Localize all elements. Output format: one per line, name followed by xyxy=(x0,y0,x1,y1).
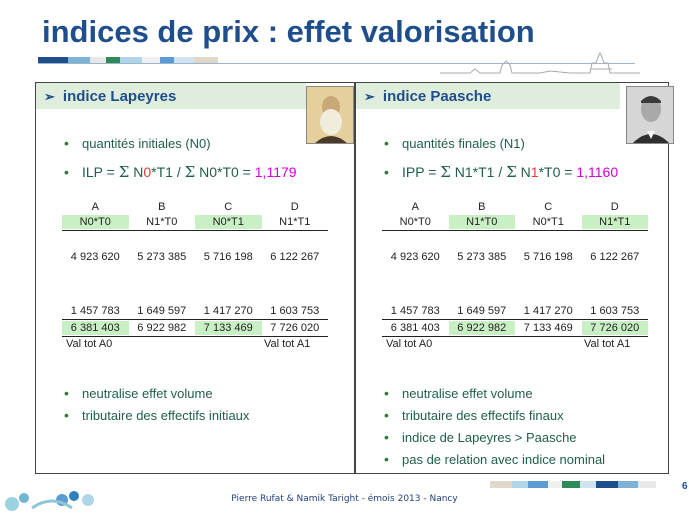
town-skyline-icon xyxy=(440,51,640,74)
table-total-row: 6 381 403 6 922 982 7 133 469 7 726 020 xyxy=(62,321,328,335)
panel-heading: ➢ indice Lapeyres xyxy=(44,88,176,105)
table-rule xyxy=(382,230,648,231)
table-header-row: A B C D xyxy=(91,201,299,213)
bullet-item: • indice de Lapeyres > Paasche xyxy=(384,429,577,445)
bullet-dot-icon: • xyxy=(64,407,69,423)
page-number: 6 xyxy=(682,481,688,492)
bullet-item: • quantités finales (N1) xyxy=(384,135,525,151)
table-header-row: A B C D xyxy=(411,201,619,213)
portrait-paasche-icon xyxy=(626,86,674,144)
bullet-dot-icon: • xyxy=(384,385,389,401)
arrow-bullet-icon: ➢ xyxy=(44,89,55,104)
table-row: 4 923 620 5 273 385 5 716 198 6 122 267 xyxy=(390,251,640,263)
laspeyres-panel: ➢ indice Lapeyres • quantités initiales (N… xyxy=(35,82,355,474)
bullet-item: • tributaire des effectifs finaux xyxy=(384,407,564,423)
bullet-dot-icon: • xyxy=(384,451,389,467)
table-total-row: 6 381 403 6 922 982 7 133 469 7 726 020 xyxy=(382,321,648,335)
bullet-item: • neutralise effet volume xyxy=(384,385,533,401)
bullet-dot-icon: • xyxy=(384,164,389,180)
title-underline xyxy=(38,63,635,64)
emois-logo-icon xyxy=(5,491,94,511)
paasche-formula: • IPP = Σ N1*T1 / Σ N1*T0 = 1,1160 xyxy=(384,163,619,181)
title-decor-strip xyxy=(38,57,218,64)
table-subheader-row: N0*T0 N1*T0 N0*T1 N1*T1 xyxy=(62,215,328,229)
table-foot-left: Val tot A0 xyxy=(66,338,113,350)
table-foot-left: Val tot A0 xyxy=(386,338,433,350)
bullet-item: • pas de relation avec indice nominal xyxy=(384,451,606,467)
table-foot-right: Val tot A1 xyxy=(584,338,631,350)
bullet-dot-icon: • xyxy=(64,135,69,151)
index-value: 1,1160 xyxy=(576,164,619,180)
index-value: 1,1179 xyxy=(254,164,297,180)
bullet-dot-icon: • xyxy=(64,164,69,180)
paasche-panel: ➢ indice Paasche • quantités finales (N1) … xyxy=(355,82,674,474)
table-subheader-row: N0*T0 N1*T0 N0*T1 N1*T1 xyxy=(382,215,648,229)
table-foot-right: Val tot A1 xyxy=(264,338,311,350)
footer-credit: Pierre Rufat & Namik Taright - émois 201… xyxy=(231,494,458,504)
arrow-bullet-icon: ➢ xyxy=(364,89,375,104)
table-rule xyxy=(62,319,328,320)
table-rule xyxy=(62,230,328,231)
portrait-laspeyres-icon xyxy=(306,86,354,144)
panel-heading: ➢ indice Paasche xyxy=(364,88,491,105)
laspeyres-formula: • ILP = Σ N0*T1 / Σ N0*T0 = 1,1179 xyxy=(64,163,297,181)
heading-label: indice Paasche xyxy=(382,88,492,105)
bullet-dot-icon: • xyxy=(384,429,389,445)
table-rule xyxy=(62,336,328,337)
table-rule xyxy=(382,336,648,337)
table-row: 1 457 783 1 649 597 1 417 270 1 603 753 xyxy=(390,305,640,317)
bullet-dot-icon: • xyxy=(384,407,389,423)
heading-label: indice Lapeyres xyxy=(62,88,177,105)
bullet-item: • tributaire des effectifs initiaux xyxy=(64,407,250,423)
slide-title: indices de prix : effet valorisation xyxy=(42,14,535,49)
table-rule xyxy=(382,319,648,320)
footer-decor-strip xyxy=(490,481,656,488)
bullet-item: • neutralise effet volume xyxy=(64,385,213,401)
bullet-dot-icon: • xyxy=(64,385,69,401)
bullet-item: • quantités initiales (N0) xyxy=(64,135,211,151)
panel-header: ➢ indice Paasche xyxy=(356,83,620,109)
table-row: 1 457 783 1 649 597 1 417 270 1 603 753 xyxy=(70,305,320,317)
table-row: 4 923 620 5 273 385 5 716 198 6 122 267 xyxy=(70,251,320,263)
panel-header: ➢ indice Lapeyres xyxy=(36,83,306,109)
bullet-dot-icon: • xyxy=(384,135,389,151)
